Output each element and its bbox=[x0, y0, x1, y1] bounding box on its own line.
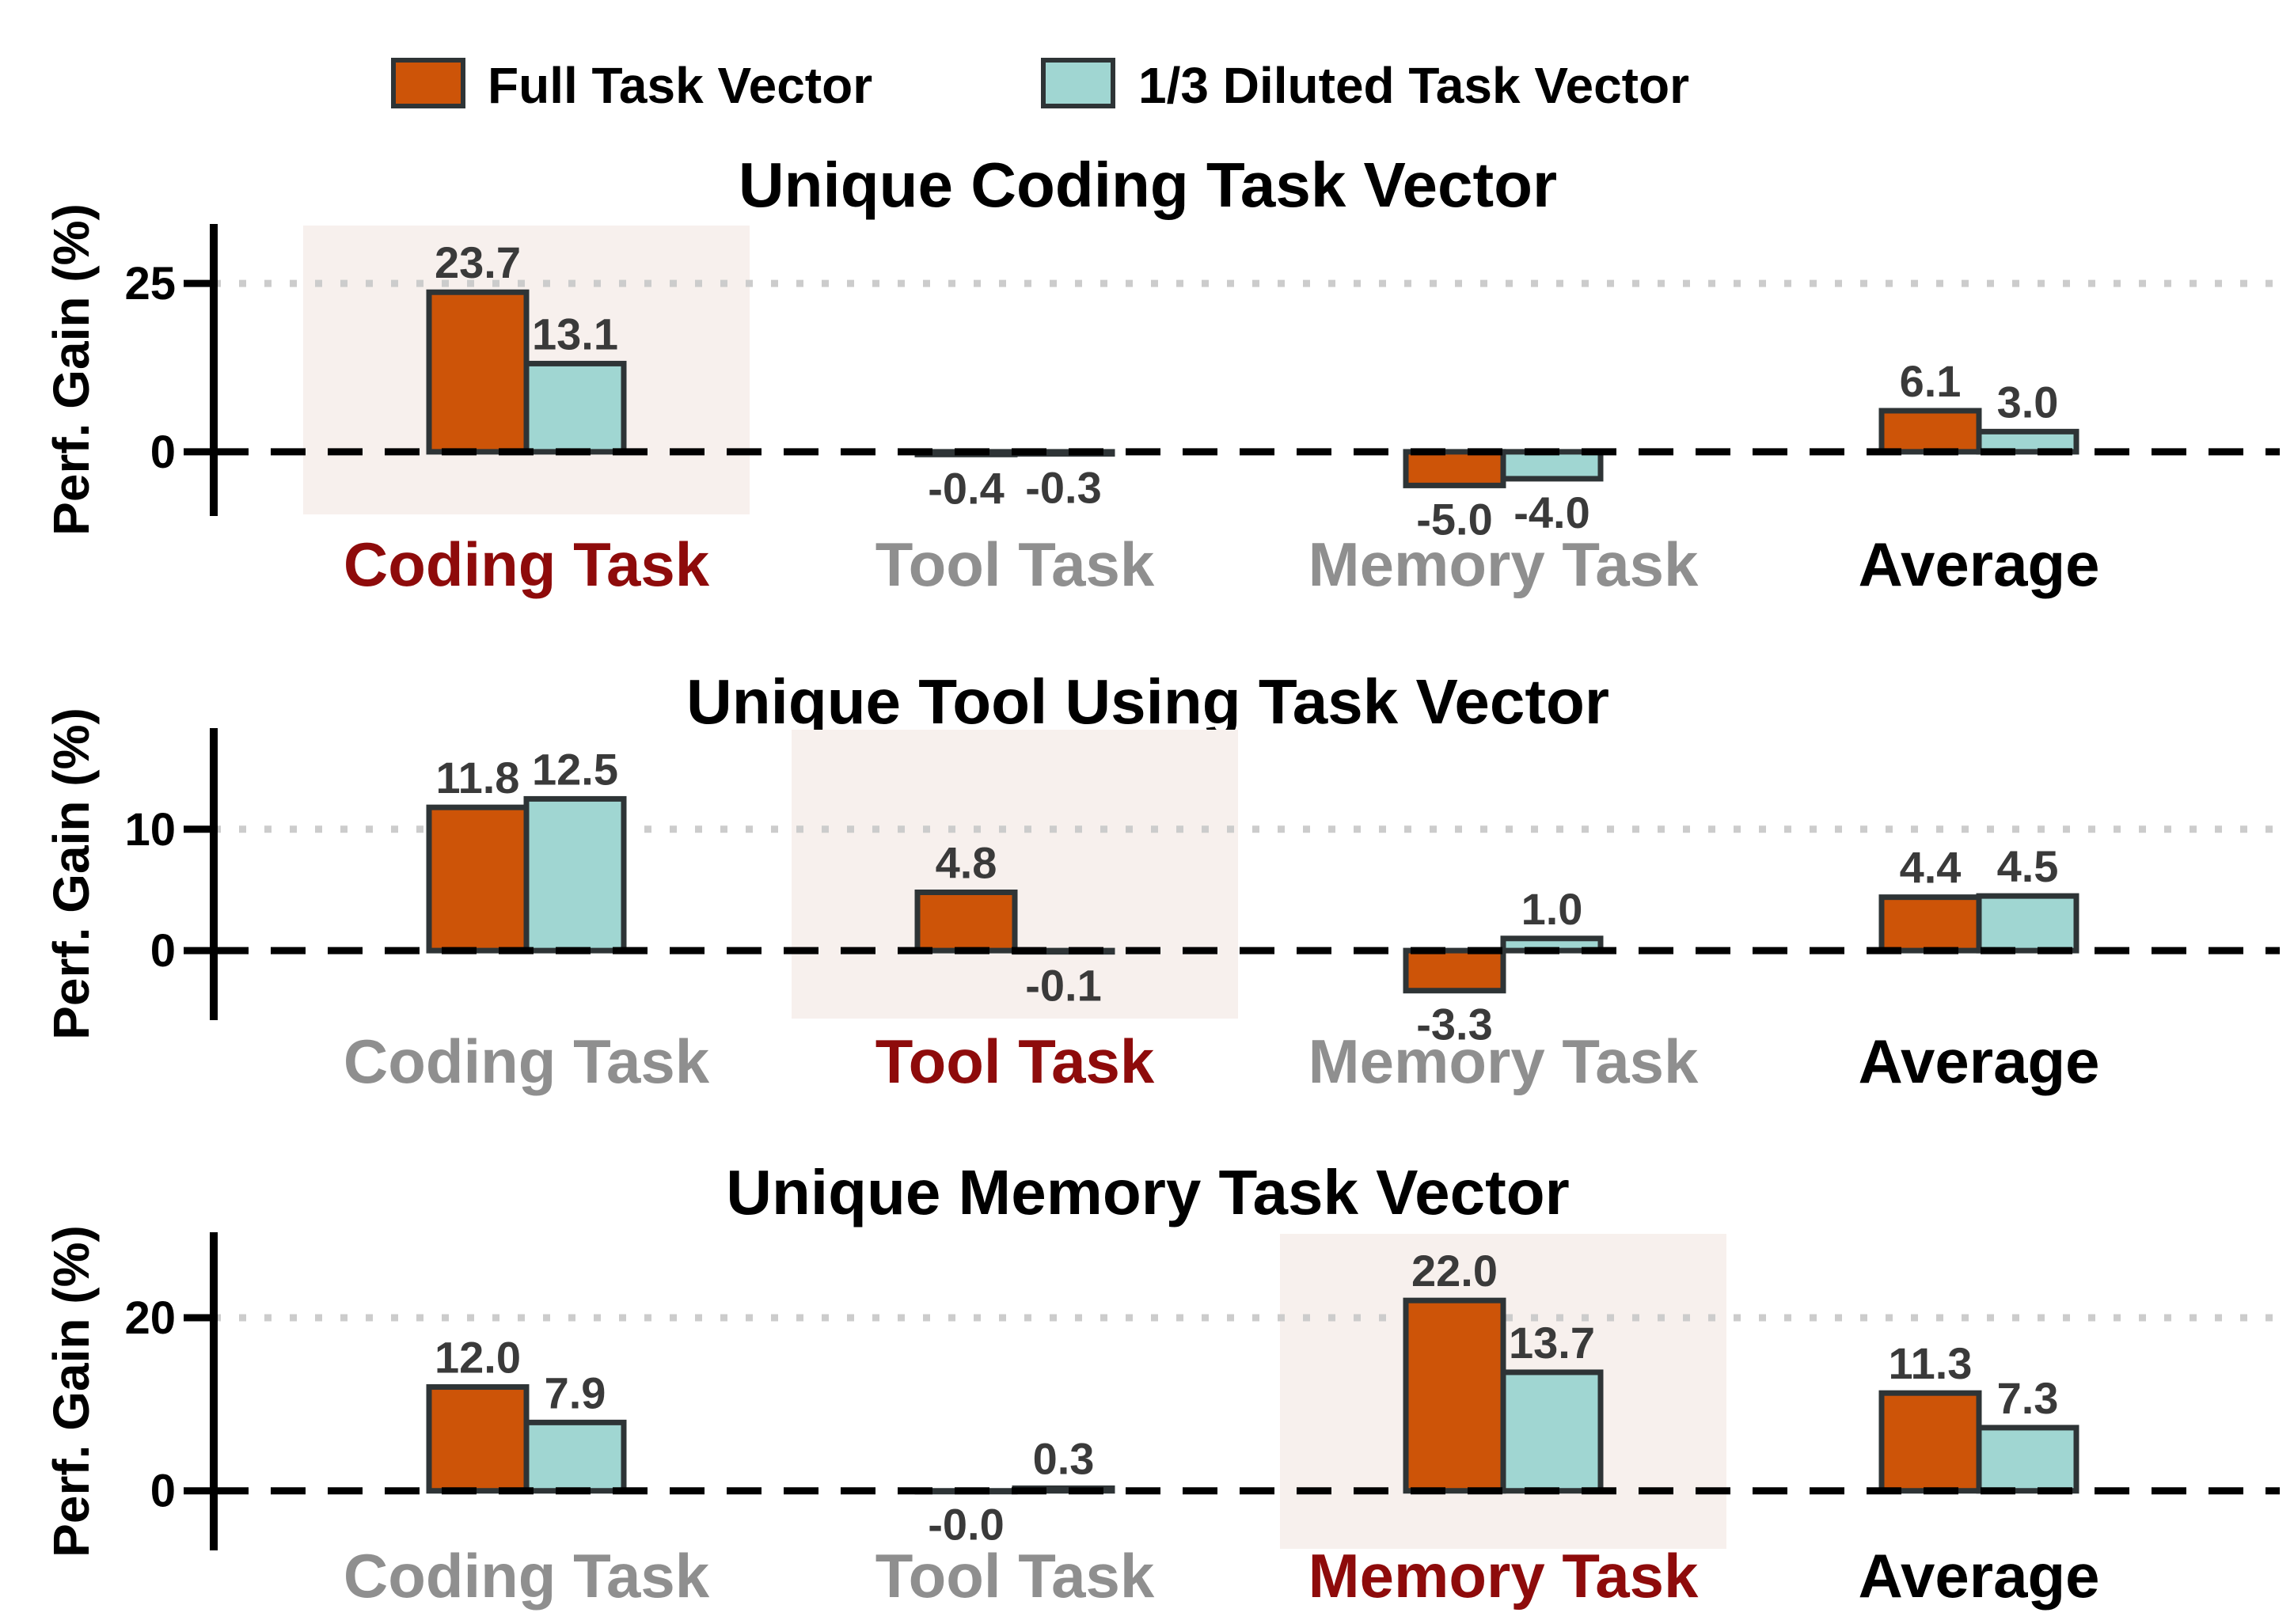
category-label-average: Average bbox=[1859, 1541, 2100, 1611]
bar-value-label: 0.3 bbox=[1033, 1433, 1095, 1483]
bar-value-label: 4.5 bbox=[1997, 841, 2059, 891]
y-axis-label-subplot-1: Perf. Gain (%) bbox=[43, 203, 100, 536]
legend-swatch-full-task-vector bbox=[391, 58, 465, 108]
bar-value-label: 7.9 bbox=[545, 1368, 606, 1417]
category-label-average: Average bbox=[1859, 529, 2100, 599]
bar-full-task-vector bbox=[426, 804, 530, 954]
bar-value-label: 11.3 bbox=[1889, 1338, 1973, 1388]
subplot-title-coding: Unique Coding Task Vector bbox=[739, 150, 1557, 220]
category-label-coding-task: Coding Task bbox=[344, 1026, 710, 1096]
y-axis-label-subplot-2: Perf. Gain (%) bbox=[43, 708, 100, 1040]
bar-value-label: 12.5 bbox=[532, 744, 618, 794]
category-label-average: Average bbox=[1859, 1026, 2100, 1096]
subplot-title-memory: Unique Memory Task Vector bbox=[726, 1157, 1570, 1227]
category-label-memory-task: Memory Task bbox=[1308, 1026, 1699, 1096]
bar-value-label: -5.0 bbox=[1416, 494, 1493, 544]
highlight-band bbox=[792, 730, 1238, 1019]
category-label-coding-task: Coding Task bbox=[344, 529, 710, 599]
bar-value-label: -4.0 bbox=[1514, 488, 1590, 537]
bar-value-label: 13.7 bbox=[1509, 1318, 1595, 1368]
y-tick-label: 25 bbox=[124, 258, 176, 309]
bar-full-task-vector bbox=[1403, 947, 1506, 994]
legend-swatch-diluted-task-vector bbox=[1041, 58, 1115, 108]
bar-value-label: -0.0 bbox=[928, 1500, 1005, 1550]
bar-full-task-vector bbox=[1878, 1390, 1982, 1494]
bar-value-label: -0.4 bbox=[928, 463, 1005, 513]
category-label-tool-task: Tool Task bbox=[875, 529, 1155, 599]
legend: Full Task Vector 1/3 Diluted Task Vector bbox=[391, 57, 1689, 114]
bar-value-label: -0.3 bbox=[1025, 462, 1102, 512]
bar-value-label: 13.1 bbox=[532, 309, 618, 359]
bar-full-task-vector bbox=[1878, 894, 1982, 954]
bar-value-label: 6.1 bbox=[1900, 356, 1962, 406]
bar-full-task-vector bbox=[1403, 449, 1506, 488]
bar-value-label: 4.4 bbox=[1900, 843, 1962, 893]
y-tick-label: 0 bbox=[150, 427, 176, 478]
bar-value-label: 12.0 bbox=[435, 1333, 521, 1383]
bar-value-label: -3.3 bbox=[1416, 1000, 1493, 1049]
bar-diluted-task-vector bbox=[1500, 1369, 1604, 1494]
bar-diluted-task-vector bbox=[1976, 1425, 2079, 1494]
bar-value-label: -0.1 bbox=[1025, 961, 1102, 1011]
bar-diluted-task-vector bbox=[1976, 893, 2079, 954]
bar-full-task-vector bbox=[914, 890, 1018, 954]
bar-full-task-vector bbox=[1878, 408, 1982, 455]
bar-value-label: 7.3 bbox=[1997, 1373, 2059, 1423]
bar-value-label: 11.8 bbox=[436, 753, 520, 803]
y-tick-label: 0 bbox=[150, 1466, 176, 1517]
bar-value-label: 3.0 bbox=[1997, 377, 2059, 427]
category-label-memory-task: Memory Task bbox=[1308, 1541, 1699, 1611]
bar-value-label: 23.7 bbox=[435, 237, 521, 287]
bar-value-label: 4.8 bbox=[936, 838, 997, 888]
bar-full-task-vector bbox=[426, 1384, 530, 1494]
category-label-tool-task: Tool Task bbox=[875, 1541, 1155, 1611]
bar-full-task-vector bbox=[426, 289, 530, 455]
bar-value-label: 1.0 bbox=[1521, 884, 1583, 934]
y-axis-label-subplot-3: Perf. Gain (%) bbox=[43, 1225, 100, 1558]
bar-diluted-task-vector bbox=[523, 360, 627, 455]
subplot-title-tool: Unique Tool Using Task Vector bbox=[686, 666, 1609, 737]
y-tick-label: 0 bbox=[150, 925, 176, 977]
plots-container: 0 25 23.7 -0.4 -5.0 6.1 13.1 -0.3 -4.0 3.0 Coding … bbox=[124, 224, 2280, 1611]
category-label-tool-task: Tool Task bbox=[875, 1026, 1155, 1096]
bar-value-label: 22.0 bbox=[1411, 1246, 1498, 1296]
bar-diluted-task-vector bbox=[1500, 449, 1604, 482]
legend-label-diluted-task-vector: 1/3 Diluted Task Vector bbox=[1138, 57, 1689, 114]
y-tick-label: 20 bbox=[124, 1292, 176, 1344]
y-tick-label: 10 bbox=[124, 804, 176, 856]
category-label-coding-task: Coding Task bbox=[344, 1541, 710, 1611]
legend-label-full-task-vector: Full Task Vector bbox=[488, 57, 872, 114]
bar-diluted-task-vector bbox=[523, 1419, 627, 1494]
bar-diluted-task-vector bbox=[523, 795, 627, 954]
category-label-memory-task: Memory Task bbox=[1308, 529, 1699, 599]
bar-full-task-vector bbox=[1403, 1297, 1506, 1494]
